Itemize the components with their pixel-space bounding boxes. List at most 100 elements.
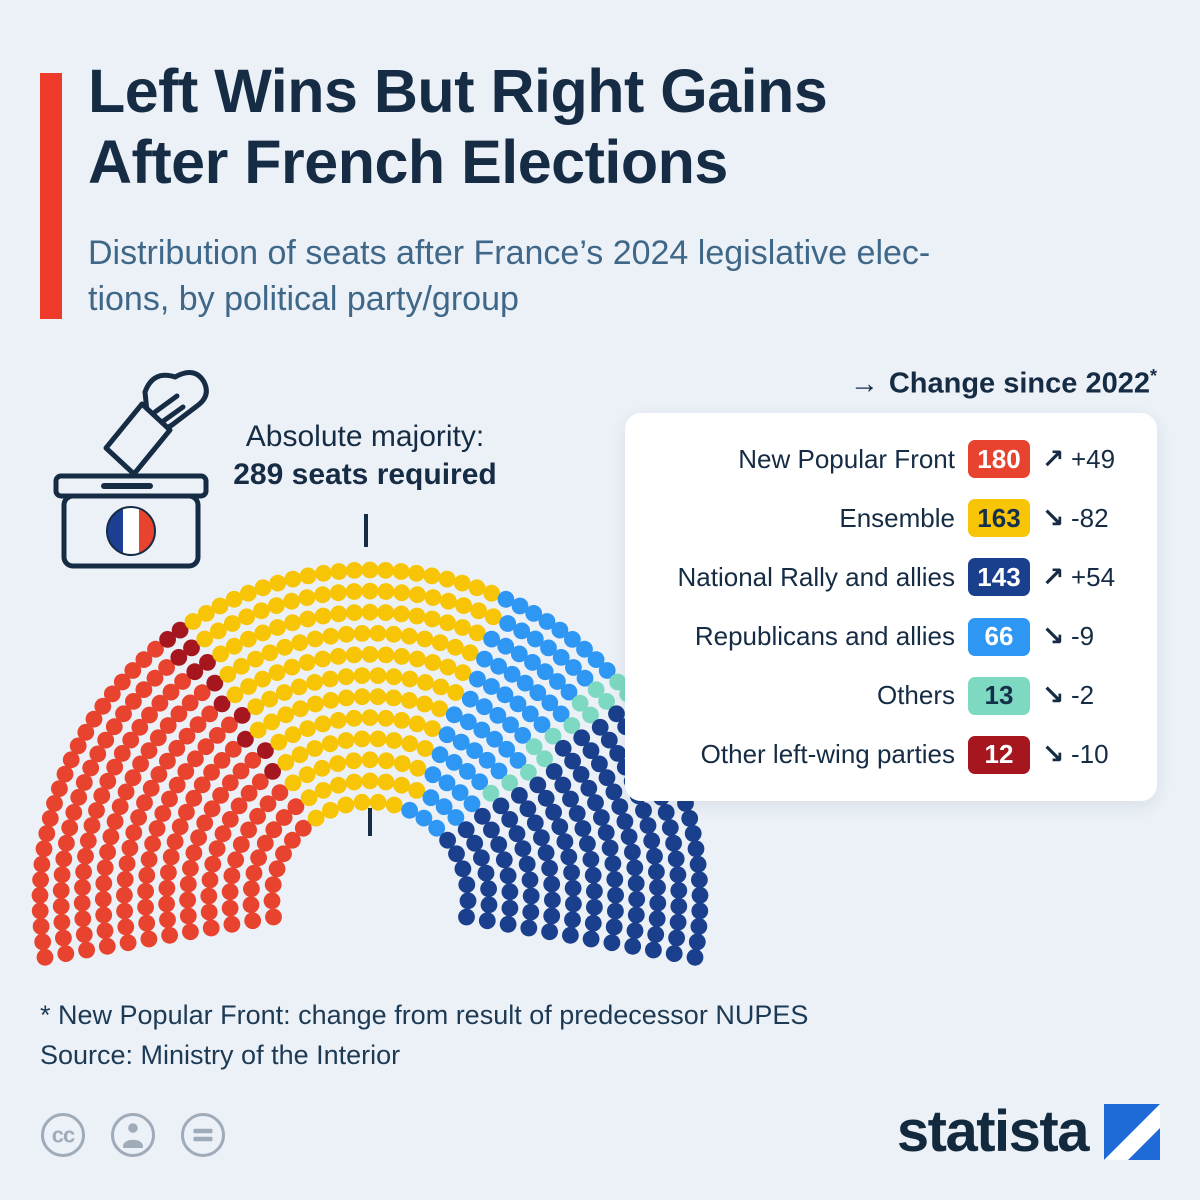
seat-dot: [628, 890, 646, 908]
party-name: Other left-wing parties: [700, 739, 955, 770]
seat-dot: [480, 896, 498, 914]
seat-dot: [475, 698, 493, 716]
seat-dot: [454, 664, 472, 681]
seat-dot: [284, 614, 301, 632]
seat-dot: [179, 875, 197, 893]
seat-dot: [688, 933, 706, 951]
seat-dot: [647, 926, 665, 943]
parliament-chart: [31, 561, 709, 966]
seat-dot: [681, 810, 699, 827]
seat-dot: [353, 793, 371, 811]
seat-dot: [277, 754, 295, 771]
seat-dot: [232, 836, 250, 853]
seat-dot: [57, 945, 75, 962]
statista-wordmark: statista: [896, 1099, 1090, 1164]
seat-dot: [290, 678, 308, 696]
seat-dot: [147, 640, 164, 658]
seat-dot: [82, 759, 100, 777]
seat-dot: [55, 929, 72, 947]
seat-dot: [275, 809, 293, 826]
party-name: National Rally and allies: [677, 561, 955, 592]
seat-dot: [545, 803, 562, 821]
ballot-box-icon: [53, 370, 209, 569]
seat-dot: [113, 673, 131, 691]
seat-dot: [322, 627, 340, 645]
seat-dot: [606, 871, 624, 888]
statista-logo: statista: [897, 1098, 1160, 1165]
right-arrow-icon: →: [849, 367, 879, 400]
seat-dot: [269, 619, 286, 636]
seat-dot: [122, 731, 140, 749]
seat-dot: [208, 727, 226, 744]
seat-dot: [499, 915, 517, 933]
seat-dot: [417, 674, 434, 691]
seat-dot: [552, 649, 570, 666]
seat-dot: [170, 649, 188, 666]
trend-down-icon: ↘: [1041, 621, 1065, 652]
seat-dot: [52, 897, 70, 915]
seat-dot: [202, 919, 220, 937]
seat-dot: [38, 825, 56, 842]
seat-dot: [684, 825, 702, 842]
seat-dot: [587, 681, 605, 698]
seat-dot: [140, 851, 158, 868]
seat-dot: [603, 934, 621, 952]
trend-down-icon: ↘: [1041, 739, 1065, 770]
seat-dot: [314, 715, 332, 733]
seat-dot: [392, 563, 410, 580]
seat-dot: [98, 937, 116, 955]
seat-dot: [140, 742, 158, 759]
seat-dot: [179, 891, 197, 909]
seat-dot: [240, 584, 257, 602]
seat-dot: [490, 657, 507, 675]
statista-logo-mark: [1104, 1103, 1160, 1160]
seat-dot: [580, 779, 598, 797]
seat-count-badge: 13: [968, 676, 1030, 715]
seat-dot: [268, 664, 286, 681]
party-name: Ensemble: [839, 502, 955, 533]
seat-dot: [299, 720, 316, 737]
seat-dot: [283, 592, 300, 610]
seat-dot: [242, 896, 260, 914]
seat-dot: [224, 740, 242, 758]
seat-dot: [551, 621, 569, 639]
seat-dot: [483, 584, 500, 602]
seat-dot: [393, 648, 411, 665]
seat-dot: [591, 755, 608, 773]
seat-dot: [214, 825, 232, 843]
seat-dot: [582, 742, 600, 759]
seat-dot: [284, 570, 302, 588]
seat-dot: [185, 844, 203, 862]
seat-dot: [509, 695, 527, 713]
seat-dot: [473, 849, 490, 867]
seat-dot: [400, 692, 418, 709]
seat-dot: [495, 851, 513, 869]
seat-dot: [275, 684, 293, 701]
seat-dot: [206, 674, 224, 692]
trend-down-icon: ↘: [1041, 680, 1065, 711]
seat-dot: [277, 706, 295, 724]
seat-dot: [314, 650, 332, 668]
party-name: Republicans and allies: [694, 621, 955, 652]
seat-dot: [253, 602, 270, 620]
seat-dot: [275, 845, 292, 863]
seat-dot: [213, 695, 231, 713]
seat-dot: [105, 718, 123, 736]
seat-dot: [200, 887, 218, 905]
seat-dot: [201, 871, 219, 889]
seat-dot: [221, 774, 239, 792]
seat-dot: [78, 941, 95, 959]
seat-dot: [435, 798, 453, 816]
seat-dot: [170, 705, 188, 723]
seat-dot: [238, 608, 256, 626]
seat-dot: [249, 807, 266, 825]
seat-dot: [409, 759, 427, 777]
seat-dot: [306, 674, 323, 691]
seat-dot: [468, 579, 486, 597]
seat-dot: [269, 574, 287, 592]
seat-dot: [264, 876, 282, 893]
seat-dot: [369, 625, 387, 642]
seat-dot: [451, 784, 469, 801]
seat-dot: [525, 605, 543, 622]
legend-card: New Popular Front 180 ↗ +49 Ensemble 163 ↘ -82 N…: [625, 413, 1157, 801]
